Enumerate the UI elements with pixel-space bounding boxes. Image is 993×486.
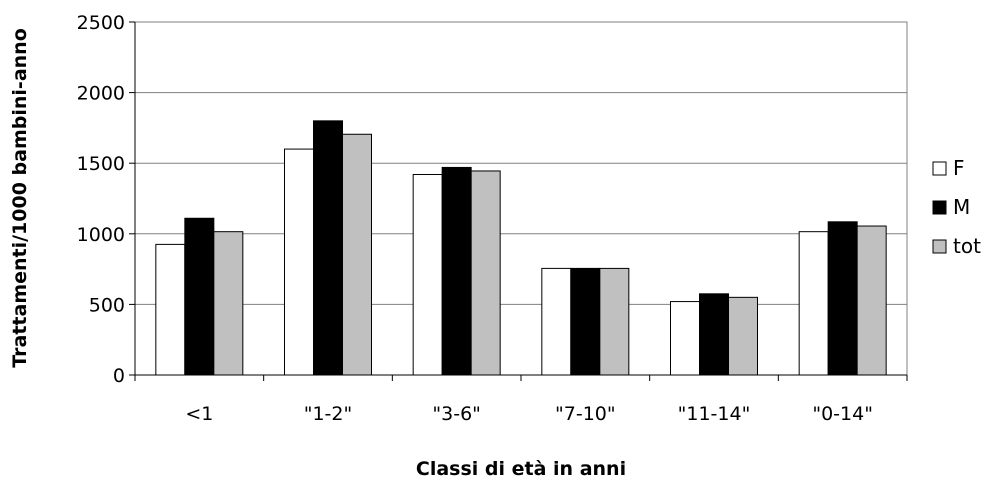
bar-tot-3 — [599, 267, 630, 376]
bar-tot-2 — [470, 170, 501, 376]
legend-label-M: M — [953, 195, 970, 219]
bar-M-2 — [441, 166, 472, 376]
y-tick-label: 1000 — [77, 224, 125, 246]
bar-F-3 — [541, 267, 572, 376]
x-tick-label: "1-2" — [304, 403, 353, 425]
legend-swatch-tot — [932, 239, 947, 254]
y-tick-labels: 0 500 1000 1500 2000 2500 — [77, 12, 125, 387]
axes — [129, 21, 908, 381]
x-tick-label: "3-6" — [432, 403, 481, 425]
bar-M-4 — [699, 293, 729, 376]
legend-label-tot: tot — [953, 234, 981, 258]
bar-tot-4 — [728, 296, 758, 376]
bar-M-3 — [570, 267, 601, 376]
bar-tot-5 — [856, 225, 887, 376]
bar-F-1 — [284, 148, 314, 376]
bar-F-0 — [155, 243, 186, 376]
x-tick-label: "0-14" — [812, 403, 873, 425]
bar-F-2 — [412, 173, 443, 376]
plot-area-frame — [134, 21, 908, 376]
x-tick-label: "11-14" — [678, 403, 751, 425]
y-tick-label: 2000 — [77, 83, 125, 105]
bar-M-0 — [184, 217, 215, 376]
bar-M-1 — [313, 120, 343, 376]
legend-swatch-M — [932, 200, 947, 215]
bar-M-5 — [827, 221, 858, 376]
gridlines — [134, 21, 908, 376]
bar-tot-0 — [213, 231, 244, 376]
bar-F-5 — [798, 231, 829, 376]
y-tick-label: 500 — [89, 294, 125, 316]
x-tick-labels: <1 "1-2" "3-6" "7-10" "11-14" "0-14" — [185, 403, 873, 425]
legend-label-F: F — [953, 156, 965, 180]
y-tick-label: 2500 — [77, 12, 125, 34]
y-axis-title: Trattamenti/1000 bambini-anno — [9, 28, 31, 367]
legend-swatch-F — [932, 161, 947, 176]
bar-tot-1 — [342, 133, 372, 376]
x-axis-title: Classi di età in anni — [416, 458, 626, 480]
x-tick-label: "7-10" — [555, 403, 616, 425]
y-tick-label: 1500 — [77, 153, 125, 175]
bar-F-4 — [670, 301, 700, 376]
x-tick-label: <1 — [185, 403, 213, 425]
y-tick-label: 0 — [113, 365, 125, 387]
bars — [155, 120, 887, 376]
